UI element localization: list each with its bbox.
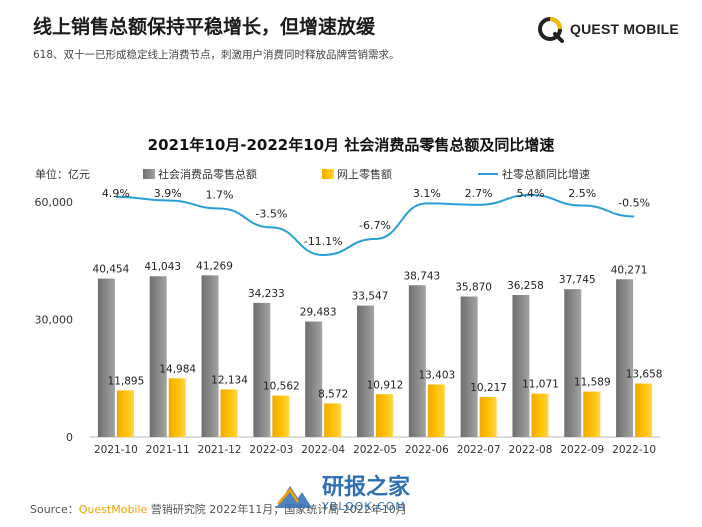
growth-label: -0.5% — [618, 196, 650, 209]
bar-total-label: 34,233 — [248, 288, 285, 300]
watermark-logo-icon — [276, 485, 312, 508]
y-tick-label: 30,000 — [35, 314, 74, 327]
page-title: 线上销售总额保持平稳增长，但增速放缓 — [33, 16, 376, 38]
bar-total — [616, 279, 634, 437]
bar-online-label: 13,658 — [626, 369, 663, 381]
growth-label: 4.9% — [102, 187, 130, 200]
bar-online-label: 11,895 — [108, 375, 145, 387]
x-tick-label: 2022-05 — [353, 444, 397, 456]
growth-label: 3.1% — [413, 187, 441, 200]
bar-online-label: 10,217 — [470, 382, 507, 394]
watermark-title: 研报之家 — [322, 475, 411, 500]
bar-total-label: 41,043 — [144, 261, 181, 273]
legend-label-online: 网上零售额 — [337, 167, 392, 181]
bar-total-label: 40,454 — [93, 264, 130, 276]
growth-label: -11.1% — [304, 235, 343, 248]
unit-label: 单位：亿元 — [35, 167, 90, 181]
bar-total — [201, 275, 219, 437]
bar-total — [305, 321, 323, 437]
bar-total — [357, 305, 374, 437]
source-brand: QuestMobile — [78, 503, 148, 516]
bar-total-label: 41,269 — [196, 260, 233, 272]
source-rest: 营销研究院 2022年11月；国家统计局 2022年10月 — [147, 503, 407, 516]
bar-online-label: 10,562 — [263, 381, 300, 393]
x-tick-label: 2022-04 — [301, 444, 345, 456]
y-tick-label: 60,000 — [35, 196, 74, 209]
bar-online-label: 12,134 — [211, 374, 248, 386]
x-tick-label: 2022-08 — [509, 444, 553, 456]
quest-mobile-logo: QUEST MOBILE — [536, 12, 679, 46]
legend-label-total: 社会消费品零售总额 — [158, 167, 257, 181]
bar-total-label: 35,870 — [455, 282, 492, 294]
bar-total — [149, 276, 167, 437]
bar-online — [324, 403, 342, 437]
growth-label: 5.4% — [516, 187, 544, 200]
x-tick-label: 2022-06 — [405, 444, 449, 456]
growth-label: 3.9% — [154, 187, 182, 200]
bar-total — [564, 289, 582, 437]
bar-online — [479, 396, 497, 437]
bar-online — [635, 383, 653, 437]
bar-online — [376, 394, 393, 437]
bar-online-label: 10,912 — [367, 379, 404, 391]
growth-label: 1.7% — [206, 188, 234, 201]
bar-total-label: 40,271 — [611, 264, 648, 276]
x-tick-label: 2021-10 — [94, 444, 138, 456]
page-subtitle: 618、双十一已形成稳定线上消费节点，刺激用户消费同时释放品牌营销需求。 — [33, 49, 400, 61]
bar-total — [408, 285, 426, 437]
growth-label: -6.7% — [359, 219, 391, 232]
x-tick-label: 2022-03 — [249, 444, 293, 456]
x-tick-label: 2021-12 — [198, 444, 242, 456]
logo-text: QUEST MOBILE — [570, 21, 679, 37]
x-tick-label: 2022-09 — [560, 444, 604, 456]
watermark-url: YBLOOK.COM — [322, 500, 406, 513]
chart-title: 2021年10月-2022年10月 社会消费品零售总额及同比增速 — [148, 136, 555, 154]
growth-label: 2.7% — [465, 187, 493, 200]
bar-online — [220, 389, 238, 437]
bar-online — [427, 384, 445, 437]
bar-total-label: 36,258 — [507, 280, 544, 292]
x-tick-label: 2021-11 — [146, 444, 190, 456]
bar-online-label: 11,071 — [522, 379, 559, 391]
source-note: Source：QuestMobile 营销研究院 2022年11月；国家统计局 … — [30, 501, 407, 517]
bar-online — [583, 391, 601, 437]
bar-total-label: 37,745 — [559, 274, 596, 286]
y-tick-label: 0 — [66, 431, 73, 444]
watermark-stamp: 研报之家 YBLOOK.COM — [272, 476, 410, 513]
bar-online — [168, 378, 186, 437]
growth-label: 2.5% — [568, 187, 596, 200]
bar-total — [253, 302, 271, 437]
growth-line — [115, 193, 635, 257]
bar-total-label: 29,483 — [300, 307, 337, 319]
bar-online-label: 14,984 — [159, 363, 196, 375]
bar-online — [531, 393, 549, 437]
growth-label: -3.5% — [255, 207, 287, 220]
bar-online-label: 8,572 — [318, 388, 348, 400]
bar-total — [460, 296, 478, 437]
source-prefix: Source： — [30, 503, 79, 516]
legend-swatch-online — [322, 169, 334, 179]
bar-online — [116, 390, 134, 437]
bar-online-label: 13,403 — [418, 370, 455, 382]
bar-online-label: 11,589 — [574, 377, 611, 389]
bar-online — [272, 395, 290, 437]
legend-label-growth: 社零总额同比增速 — [502, 167, 590, 181]
x-tick-label: 2022-07 — [457, 444, 501, 456]
quest-mobile-logo-icon — [538, 17, 564, 43]
legend-swatch-total — [143, 169, 155, 179]
bar-total — [512, 294, 530, 437]
x-tick-label: 2022-10 — [612, 444, 656, 456]
bar-total-label: 33,547 — [352, 291, 389, 303]
bar-total-label: 38,743 — [403, 270, 440, 282]
bar-total — [97, 278, 115, 437]
